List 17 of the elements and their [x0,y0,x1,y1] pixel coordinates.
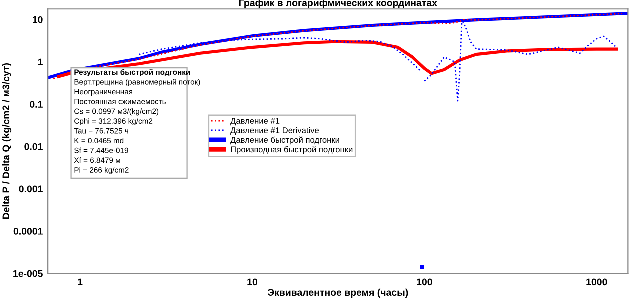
x-tick-label: 1 [78,278,83,286]
y-tick-label: 1 [38,58,43,66]
x-axis-title: Эквивалентное время (часы) [268,288,408,298]
y-tick-label: 0.01 [24,143,43,150]
y-tick-label: 10 [33,16,43,24]
x-tick-label: 1000 [586,278,608,286]
legend-label: Давление #1 Derivative [230,127,320,136]
legend-label: Давление быстрой подгонки [230,136,340,145]
x-tick-label: 100 [417,278,432,286]
legend-label: Давление #1 [230,118,280,126]
x-tick-label: 10 [248,278,258,286]
legend-label: Производная быстрой подгонки [231,146,353,154]
y-tick-label: 0.1 [30,101,43,108]
y-axis-title: Delta P / Delta Q (kg/cm2 / м3/сут) [2,63,12,220]
y-tick-label: 0.0001 [14,228,43,235]
y-tick-label: 0.001 [19,186,43,193]
y-tick-label: 1e-005 [14,270,43,278]
